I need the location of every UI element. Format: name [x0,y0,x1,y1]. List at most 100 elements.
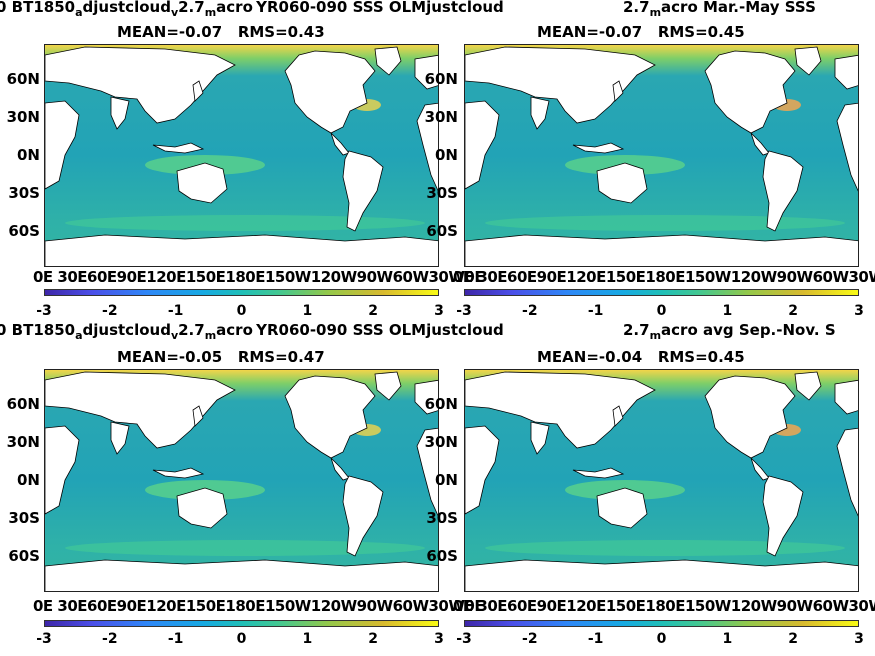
lat-label: 0N [435,146,458,164]
colorbar-tick-label: 3 [434,631,444,647]
panel-1-stats: MEAN=-0.07 RMS=0.43 [117,23,325,41]
lat-label: 60S [8,547,40,565]
map-canvas [465,371,858,591]
land-greenland [794,46,822,76]
mean-label: MEAN=-0.07 [537,23,643,41]
land-india [530,96,550,130]
land-australia [596,487,648,529]
colorbar-tick-label: 1 [722,303,733,319]
colorbar-tick-label: 0 [236,631,247,647]
colorbar-tick-label: 3 [854,631,864,647]
rms-label: RMS=0.47 [237,348,325,366]
land-europe-east [414,379,438,415]
land-central-america [330,132,350,156]
colorbar-tick-label: 2 [788,303,799,319]
land-south-america [342,150,384,232]
land-antarctica [45,234,438,266]
lat-label: 30N [424,433,458,451]
land-india [110,421,130,455]
panel-2-stats: MEAN=-0.07 RMS=0.45 [537,23,745,41]
colorbar-tick-label: -2 [102,303,118,319]
colorbar-tick-label: 2 [368,303,379,319]
land-central-america [750,132,770,156]
lat-label: 60S [426,547,458,565]
lat-label: 30S [8,184,40,202]
rms-label: RMS=0.45 [657,348,745,366]
land-india [530,421,550,455]
lat-label: 30S [426,184,458,202]
land-indonesia [572,142,625,154]
colorbar-tick-label: -3 [456,303,472,319]
lat-label: 60N [424,395,458,413]
colorbar-tick-label: -2 [522,303,538,319]
map-canvas [45,371,438,591]
map-panel-2 [464,44,859,267]
lat-label: 60N [6,395,40,413]
panel-4-title: 2.7macro avg Sep.-Nov. S [623,321,836,342]
colorbar-tick-label: 2 [368,631,379,647]
land-australia [176,487,228,529]
lat-label: 60S [426,222,458,240]
land-greenland [374,46,402,76]
map-panel-3 [44,369,439,592]
land-japan [192,80,204,102]
lon-tick-labels: 0E 30E60E90E120E150E180E150W120W90W60W30… [453,268,875,286]
land-north-america [284,50,376,134]
lat-label: 0N [435,471,458,489]
land-north-america [704,50,796,134]
land-australia [596,162,648,204]
colorbar-tick-label: 1 [722,631,733,647]
land-antarctica [465,559,858,591]
lat-label: 30S [8,509,40,527]
panel-1-title: 0 BT1850adjustcloudv2.7macro YR060-090 S… [0,0,504,19]
land-eurasia [465,46,656,124]
lat-label: 30N [6,433,40,451]
colorbar-tick-label: -1 [587,631,604,647]
map-canvas [465,46,858,266]
land-north-america [284,375,376,459]
mean-label: MEAN=-0.07 [117,23,223,41]
colorbar-tick-label: 1 [302,303,313,319]
land-greenland [794,371,822,401]
land-central-america [750,457,770,481]
colorbar-tick-label: -3 [36,631,52,647]
colorbar-tick-label: 0 [236,303,247,319]
colorbar-tick-label: 3 [854,303,864,319]
land-antarctica [45,559,438,591]
overlapping-title-text: YR060-090 SSS OLMjustcloud [256,0,504,16]
lat-label: 0N [17,471,40,489]
land-europe-east [414,54,438,90]
colorbar-tick-label: 0 [656,631,667,647]
rms-label: RMS=0.45 [657,23,745,41]
colorbar-tick-label: 1 [302,631,313,647]
panel-4-stats: MEAN=-0.04 RMS=0.45 [537,348,745,366]
southern-ocean-band [485,540,845,556]
southern-ocean-band [65,540,425,556]
panel-3-stats: MEAN=-0.05 RMS=0.47 [117,348,325,366]
map-panel-4 [464,369,859,592]
land-eurasia [45,371,236,449]
land-japan [612,405,624,427]
land-europe-east [834,379,858,415]
land-india [110,96,130,130]
land-australia [176,162,228,204]
colorbar-tick-label: -2 [102,631,118,647]
lon-tick-labels: 0E 30E60E90E120E150E180E150W120W90W60W30… [453,597,875,615]
land-africa-wrap [416,427,438,517]
land-south-america [762,475,804,557]
panel-2-title: 2.7macro Mar.-May SSS [623,0,816,19]
land-africa [465,425,500,515]
land-africa [45,100,80,190]
colorbar-tick-label: -3 [456,631,472,647]
land-africa [465,100,500,190]
lon-tick-labels: 0E 30E60E90E120E150E180E150W120W90W60W30… [33,597,485,615]
colorbar-tick-label: -3 [36,303,52,319]
land-south-america [762,150,804,232]
land-africa-wrap [836,102,858,192]
mean-label: MEAN=-0.05 [117,348,223,366]
colorbar-tick-label: -2 [522,631,538,647]
lat-label: 30S [426,509,458,527]
lat-label: 60S [8,222,40,240]
land-indonesia [152,467,205,479]
colorbar-tick-label: 3 [434,303,444,319]
